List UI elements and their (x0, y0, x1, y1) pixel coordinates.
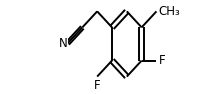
Text: N: N (59, 37, 68, 50)
Text: CH₃: CH₃ (159, 5, 181, 18)
Text: F: F (94, 79, 101, 92)
Text: F: F (159, 54, 166, 67)
